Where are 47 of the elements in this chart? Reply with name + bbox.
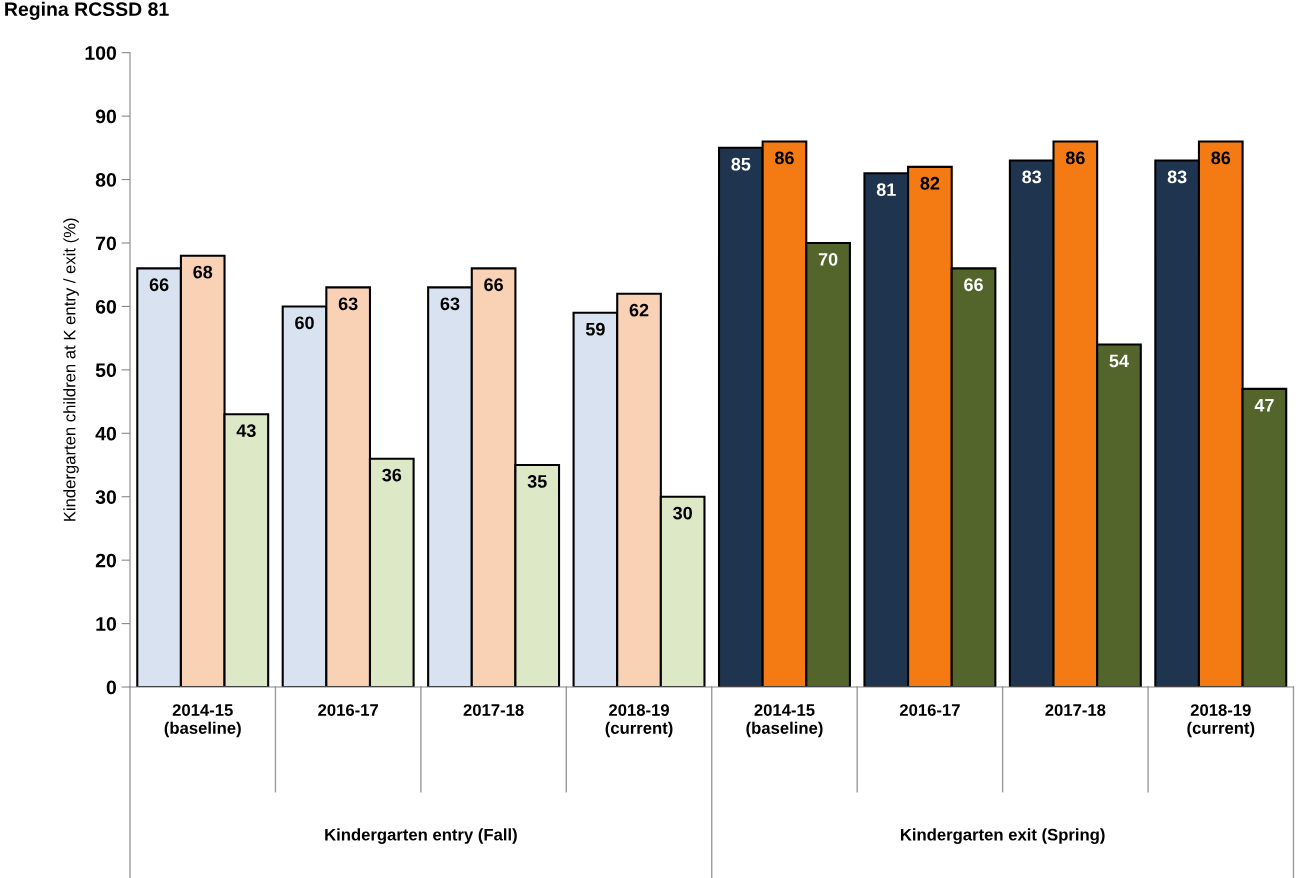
- x-tick-label: 2017-18: [463, 704, 524, 716]
- y-tick-label: 0: [106, 680, 117, 695]
- data-label: 68: [193, 265, 213, 279]
- x-tick-label: 2018-19 (current): [1187, 704, 1255, 738]
- x-tick-label: 2018-19 (current): [605, 704, 673, 738]
- x-tick-label: 2017-18: [1045, 704, 1106, 716]
- data-label: 35: [527, 475, 547, 488]
- y-tick-label: 100: [85, 46, 117, 60]
- data-label: 70: [818, 252, 838, 266]
- y-tick-label: 30: [95, 490, 117, 504]
- data-label: 43: [236, 424, 256, 438]
- y-tick-label: 90: [95, 109, 117, 124]
- data-label: 81: [876, 183, 896, 196]
- data-label: 66: [484, 278, 503, 292]
- y-tick-label: 50: [95, 363, 117, 378]
- data-label: 62: [629, 303, 649, 317]
- y-tick-label: 40: [95, 426, 117, 441]
- data-label: 63: [440, 297, 460, 311]
- data-label: 83: [1022, 170, 1042, 184]
- x-tick-label: 2016-17: [318, 704, 379, 716]
- data-label: 59: [585, 322, 605, 336]
- y-tick-label: 70: [96, 236, 117, 251]
- x-tick-label: 2014-15 (baseline): [746, 704, 823, 738]
- text: Kindergarten entry (Fall): [325, 828, 517, 844]
- y-tick-label: 60: [95, 299, 117, 314]
- data-label: 63: [338, 297, 358, 311]
- data-label: 30: [673, 506, 692, 520]
- data-label: 86: [1211, 151, 1231, 165]
- y-tick-label: 80: [95, 173, 117, 187]
- x-tick-label: 2014-15 (baseline): [164, 704, 241, 738]
- data-label: 47: [1254, 399, 1274, 412]
- data-label: 66: [964, 278, 983, 292]
- data-label: 83: [1167, 170, 1187, 184]
- text: Kindergarten exit (Spring): [900, 828, 1105, 844]
- data-label: 85: [731, 157, 751, 171]
- y-axis-title: Kindergarten children at K entry / exit (%): [63, 218, 79, 521]
- data-label: 86: [775, 151, 794, 165]
- y-tick-label: 20: [95, 553, 117, 568]
- y-tick-label: 10: [96, 617, 117, 631]
- x-tick-label: 2016-17: [899, 704, 960, 716]
- chart-title: Regina RCSSD 81: [5, 1, 169, 20]
- data-label: 66: [149, 278, 169, 292]
- data-label: 82: [920, 176, 940, 190]
- data-label: 54: [1109, 354, 1129, 368]
- data-label: 36: [382, 468, 402, 482]
- data-label: 60: [295, 316, 314, 330]
- data-label: 86: [1065, 151, 1085, 165]
